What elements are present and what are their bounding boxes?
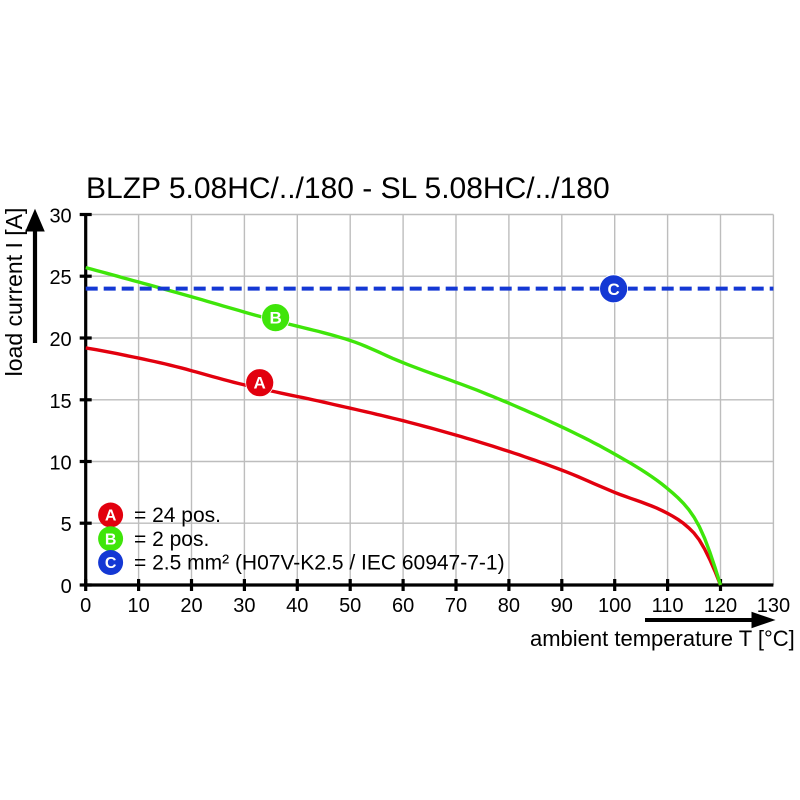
svg-text:A: A [254,374,266,393]
svg-text:C: C [607,280,619,299]
svg-text:70: 70 [445,595,467,617]
svg-text:10: 10 [49,453,71,475]
svg-text:20: 20 [49,329,71,351]
svg-text:= 2 pos.: = 2 pos. [134,528,209,551]
svg-text:ambient temperature T [°C]: ambient temperature T [°C] [530,626,795,651]
svg-text:120: 120 [704,595,737,617]
svg-text:25: 25 [49,267,71,289]
svg-text:30: 30 [49,206,71,228]
svg-text:A: A [105,508,117,525]
svg-text:0: 0 [61,576,72,598]
svg-text:load current I [A]: load current I [A] [1,208,27,377]
svg-text:50: 50 [339,595,361,617]
svg-text:40: 40 [286,595,308,617]
svg-text:20: 20 [180,595,202,617]
svg-text:B: B [269,309,281,328]
svg-text:80: 80 [498,595,520,617]
svg-text:= 24 pos.: = 24 pos. [134,504,221,527]
svg-text:= 2.5 mm² (H07V-K2.5 / IEC 609: = 2.5 mm² (H07V-K2.5 / IEC 60947-7-1) [134,552,505,575]
svg-text:10: 10 [127,595,149,617]
svg-text:5: 5 [61,514,72,536]
svg-text:15: 15 [49,391,71,413]
svg-text:130: 130 [757,595,790,617]
svg-text:C: C [105,555,117,572]
svg-text:60: 60 [392,595,414,617]
svg-text:100: 100 [598,595,631,617]
svg-text:110: 110 [652,595,684,617]
svg-text:30: 30 [233,595,255,617]
svg-text:B: B [105,531,117,548]
svg-text:0: 0 [80,595,91,617]
svg-text:90: 90 [551,595,573,617]
